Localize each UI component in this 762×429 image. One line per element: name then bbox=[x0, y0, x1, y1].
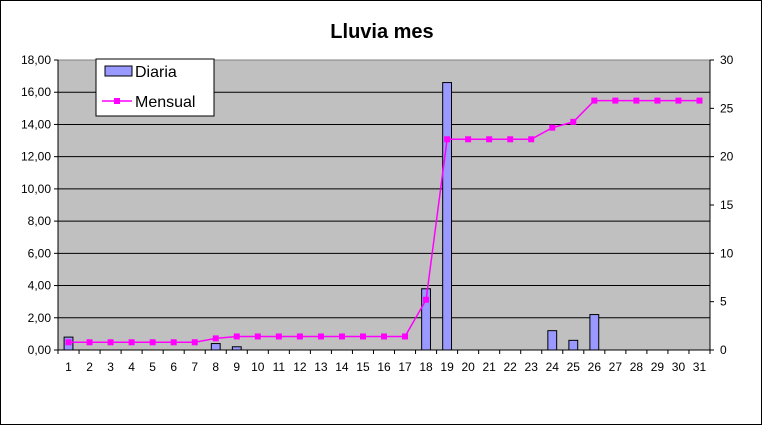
point-mensual-day-6 bbox=[170, 339, 177, 346]
y-left-tick-label: 18,00 bbox=[21, 53, 51, 67]
point-mensual-day-17 bbox=[402, 333, 409, 340]
point-mensual-day-26 bbox=[591, 97, 598, 104]
bar-diaria-day-25 bbox=[568, 339, 579, 351]
point-mensual-day-16 bbox=[381, 333, 387, 340]
y-right-tick-label: 0 bbox=[720, 343, 727, 357]
y-right-tick-label: 25 bbox=[720, 101, 734, 115]
legend-swatch-diaria bbox=[104, 65, 133, 77]
line-series bbox=[65, 97, 703, 346]
axes: 0,00 2,00 4,00 6,00 8,00 10,00 12,00 14,00 16,00… bbox=[21, 53, 734, 374]
bar-diaria-day-24 bbox=[547, 330, 558, 351]
legend: Diaria Mensual bbox=[95, 58, 215, 117]
x-tick-label: 15 bbox=[356, 360, 370, 374]
point-mensual-day-14 bbox=[338, 333, 345, 340]
x-tick-label: 21 bbox=[482, 360, 496, 374]
y-left-tick-label: 8,00 bbox=[28, 214, 52, 228]
x-tick-label: 3 bbox=[107, 360, 114, 374]
point-mensual-day-18 bbox=[423, 296, 430, 303]
point-mensual-day-29 bbox=[654, 97, 661, 104]
x-tick-label: 31 bbox=[693, 360, 707, 374]
x-tick-label: 8 bbox=[212, 360, 219, 374]
point-mensual-day-7 bbox=[191, 339, 198, 346]
x-tick-label: 19 bbox=[440, 360, 454, 374]
x-tick-label: 12 bbox=[293, 360, 307, 374]
y-left-tick-label: 14,00 bbox=[21, 117, 51, 131]
point-mensual-day-5 bbox=[149, 339, 156, 346]
legend-label-diaria: Diaria bbox=[135, 64, 177, 81]
point-mensual-day-22 bbox=[507, 136, 514, 143]
x-tick-label: 18 bbox=[419, 360, 433, 374]
x-tick-label: 23 bbox=[525, 360, 539, 374]
y-right-tick-label: 5 bbox=[720, 295, 727, 309]
x-tick-label: 20 bbox=[461, 360, 475, 374]
x-tick-label: 11 bbox=[273, 360, 286, 374]
x-tick-label: 27 bbox=[609, 360, 623, 374]
x-tick-label: 29 bbox=[651, 360, 665, 374]
y-left-tick-label: 4,00 bbox=[28, 279, 52, 293]
point-mensual-day-24 bbox=[549, 124, 556, 131]
y-left-tick-label: 6,00 bbox=[28, 246, 52, 260]
x-tick-label: 17 bbox=[398, 360, 412, 374]
point-mensual-day-23 bbox=[528, 136, 535, 143]
x-tick-label: 9 bbox=[233, 360, 240, 374]
point-mensual-day-12 bbox=[296, 333, 303, 340]
x-tick-label: 22 bbox=[504, 360, 518, 374]
y-right-tick-label: 30 bbox=[720, 53, 734, 67]
x-tick-label: 1 bbox=[65, 360, 72, 374]
point-mensual-day-8 bbox=[212, 335, 219, 342]
point-mensual-day-30 bbox=[675, 97, 682, 104]
point-mensual-day-11 bbox=[275, 333, 282, 340]
y-left-tick-label: 2,00 bbox=[28, 311, 52, 325]
x-tick-label: 28 bbox=[630, 360, 644, 374]
x-tick-label: 5 bbox=[149, 360, 156, 374]
point-mensual-day-10 bbox=[254, 333, 261, 340]
x-tick-label: 6 bbox=[170, 360, 177, 374]
x-tick-label: 2 bbox=[86, 360, 93, 374]
point-mensual-day-28 bbox=[633, 97, 640, 104]
bar-diaria-day-26 bbox=[589, 314, 600, 351]
y-right-tick-label: 20 bbox=[720, 150, 734, 164]
x-tick-label: 30 bbox=[672, 360, 686, 374]
x-tick-label: 24 bbox=[546, 360, 560, 374]
point-mensual-day-31 bbox=[696, 97, 703, 104]
y-left-tick-label: 16,00 bbox=[21, 85, 51, 99]
bar-diaria-day-19 bbox=[442, 82, 453, 351]
point-mensual-day-20 bbox=[465, 136, 472, 143]
grid-lines bbox=[58, 91, 710, 319]
point-mensual-day-13 bbox=[317, 333, 324, 340]
point-mensual-day-27 bbox=[612, 97, 619, 104]
point-mensual-day-21 bbox=[486, 136, 493, 143]
x-tick-label: 14 bbox=[335, 360, 349, 374]
point-mensual-day-9 bbox=[233, 333, 240, 340]
y-right-tick-label: 15 bbox=[720, 198, 734, 212]
x-tick-label: 4 bbox=[128, 360, 135, 374]
x-tick-label: 10 bbox=[251, 360, 265, 374]
y-right-tick-label: 10 bbox=[720, 246, 734, 260]
point-mensual-day-25 bbox=[570, 118, 577, 125]
point-mensual-day-2 bbox=[86, 339, 93, 346]
x-tick-label: 16 bbox=[377, 360, 391, 374]
chart-title: Lluvia mes bbox=[330, 21, 433, 43]
point-mensual-day-1 bbox=[65, 339, 72, 346]
point-mensual-day-3 bbox=[107, 339, 114, 346]
bar-diaria-day-8 bbox=[210, 343, 221, 351]
point-mensual-day-4 bbox=[128, 339, 135, 346]
point-mensual-day-19 bbox=[444, 136, 451, 143]
y-left-tick-label: 0,00 bbox=[28, 343, 52, 357]
y-left-tick-label: 12,00 bbox=[21, 150, 51, 164]
point-mensual-day-15 bbox=[359, 333, 366, 340]
x-tick-label: 26 bbox=[588, 360, 602, 374]
x-tick-label: 7 bbox=[191, 360, 198, 374]
x-tick-label: 13 bbox=[314, 360, 328, 374]
y-left-tick-label: 10,00 bbox=[21, 182, 51, 196]
legend-marker-mensual bbox=[114, 98, 120, 104]
legend-label-mensual: Mensual bbox=[135, 94, 195, 111]
x-tick-label: 25 bbox=[567, 360, 581, 374]
